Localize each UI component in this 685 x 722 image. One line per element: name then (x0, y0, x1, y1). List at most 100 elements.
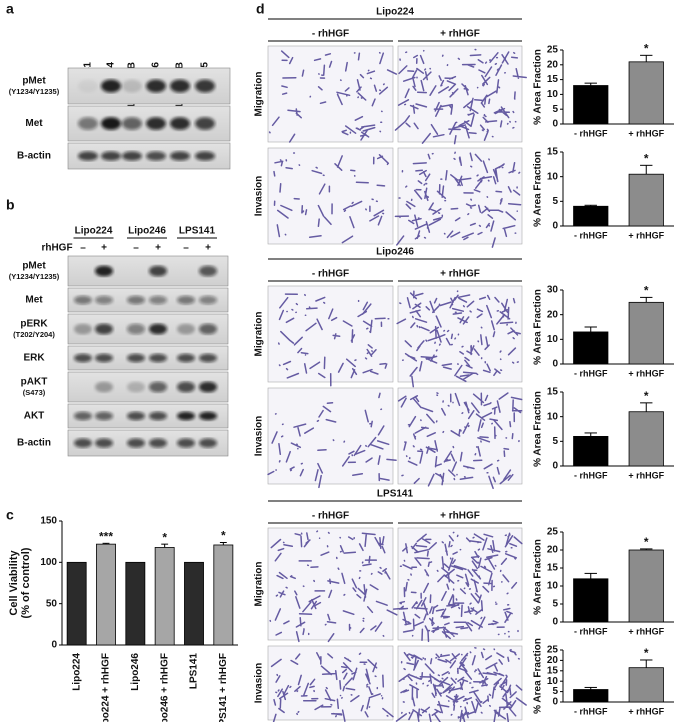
cell-stain (273, 152, 390, 244)
cell-stain (267, 392, 397, 489)
y-tick-label: 0 (552, 119, 558, 130)
blot-band (78, 151, 98, 161)
x-tick-label: + rhHGF (628, 470, 664, 480)
row-label: pMet (22, 261, 46, 272)
y-tick-label: 5 (552, 599, 558, 610)
row-sublabel: (S473) (23, 388, 46, 397)
significance-label: * (221, 529, 226, 543)
blot-band (199, 323, 217, 335)
blot-band (101, 151, 121, 161)
condition-label: - rhHGF (312, 511, 349, 522)
group-label: Lipo246 (128, 226, 166, 237)
y-tick-label: 0 (552, 617, 558, 628)
bar (573, 205, 609, 227)
y-tick-label: 5 (552, 686, 558, 697)
x-tick-label: + rhHGF (628, 230, 664, 240)
blot-band (95, 353, 113, 363)
cell-stain (397, 392, 523, 490)
blot-band (177, 438, 195, 448)
blot-band (146, 151, 166, 161)
condition-label: - rhHGF (312, 29, 349, 40)
blot-band (195, 151, 215, 161)
y-axis-label: % Area Fraction (533, 289, 544, 365)
bar (184, 561, 204, 646)
blot-band (199, 265, 217, 277)
blot-band (170, 117, 190, 130)
blot-band (177, 353, 195, 363)
cell-stain (395, 647, 527, 722)
group-label: Lipo246 (376, 247, 414, 258)
y-tick-label: 15 (547, 387, 559, 398)
blot-band (149, 265, 167, 277)
row-label: pMet (22, 76, 46, 87)
cell-stain (396, 290, 521, 388)
y-tick-label: 0 (552, 461, 558, 472)
y-tick-label: 10 (547, 411, 559, 422)
cell-stain (394, 151, 522, 248)
lane-sign: + (101, 243, 107, 254)
y-axis-label: Cell Viability (8, 550, 20, 616)
blot-band (95, 411, 113, 421)
x-tick-label: - rhHGF (574, 470, 608, 480)
bar (96, 543, 116, 646)
y-tick-label: 0 (51, 640, 57, 651)
blot-band (74, 295, 92, 305)
y-tick-label: 15 (547, 563, 559, 574)
bar (213, 544, 234, 646)
y-tick-label: 20 (547, 655, 559, 666)
x-tick-label: - rhHGF (574, 626, 608, 636)
blot-band (199, 295, 217, 305)
cell-stain (277, 293, 390, 387)
blot-band (74, 411, 92, 421)
y-tick-label: 5 (552, 104, 558, 115)
y-axis-label: % Area Fraction (533, 151, 544, 227)
blot-band (127, 411, 145, 421)
blot-band (199, 438, 217, 448)
blot-band (101, 117, 121, 130)
blot-band (199, 353, 217, 363)
blot-band (149, 295, 167, 305)
blot-band (177, 323, 195, 335)
bar (154, 547, 175, 646)
significance-label: * (644, 41, 649, 55)
x-tick-label: - rhHGF (574, 128, 608, 138)
bar (628, 549, 664, 623)
row-sublabel: (T202/Y204) (13, 330, 55, 339)
lane-sign: – (80, 243, 86, 254)
bar (66, 561, 87, 646)
condition-label: - rhHGF (312, 269, 349, 280)
significance-label: * (644, 389, 649, 403)
bar (628, 667, 664, 703)
x-tick-label: LPS141 (189, 653, 200, 690)
y-tick-label: 10 (547, 334, 559, 345)
bar (573, 331, 609, 365)
y-tick-label: 5 (552, 436, 558, 447)
lane-sign: + (205, 243, 211, 254)
significance-label: * (644, 151, 649, 165)
condition-label: + rhHGF (440, 29, 480, 40)
blot-band (95, 323, 113, 335)
blot-band (74, 438, 92, 448)
blot-band (74, 323, 92, 335)
blot-band (177, 381, 195, 393)
panel-label: d (256, 1, 265, 17)
blot-band (149, 353, 167, 363)
x-tick-label: - rhHGF (574, 706, 608, 716)
significance-label: * (644, 646, 649, 660)
y-tick-label: 20 (547, 309, 559, 320)
assay-label: Invasion (254, 176, 265, 217)
y-tick-label: 10 (547, 89, 559, 100)
x-tick-label: LPS141 + rhHGF (218, 653, 229, 722)
bar (628, 301, 664, 365)
significance-label: * (644, 535, 649, 549)
y-tick-label: 10 (547, 581, 559, 592)
blot-band (122, 117, 142, 130)
significance-label: * (162, 530, 167, 544)
x-tick-label: Lipo246 (130, 653, 141, 691)
row-sublabel: (Y1234/Y1235) (9, 87, 60, 96)
cell-stain (270, 652, 394, 722)
blot-band (127, 353, 145, 363)
blot-band (149, 411, 167, 421)
blot-band (195, 79, 215, 93)
assay-label: Invasion (254, 416, 265, 457)
